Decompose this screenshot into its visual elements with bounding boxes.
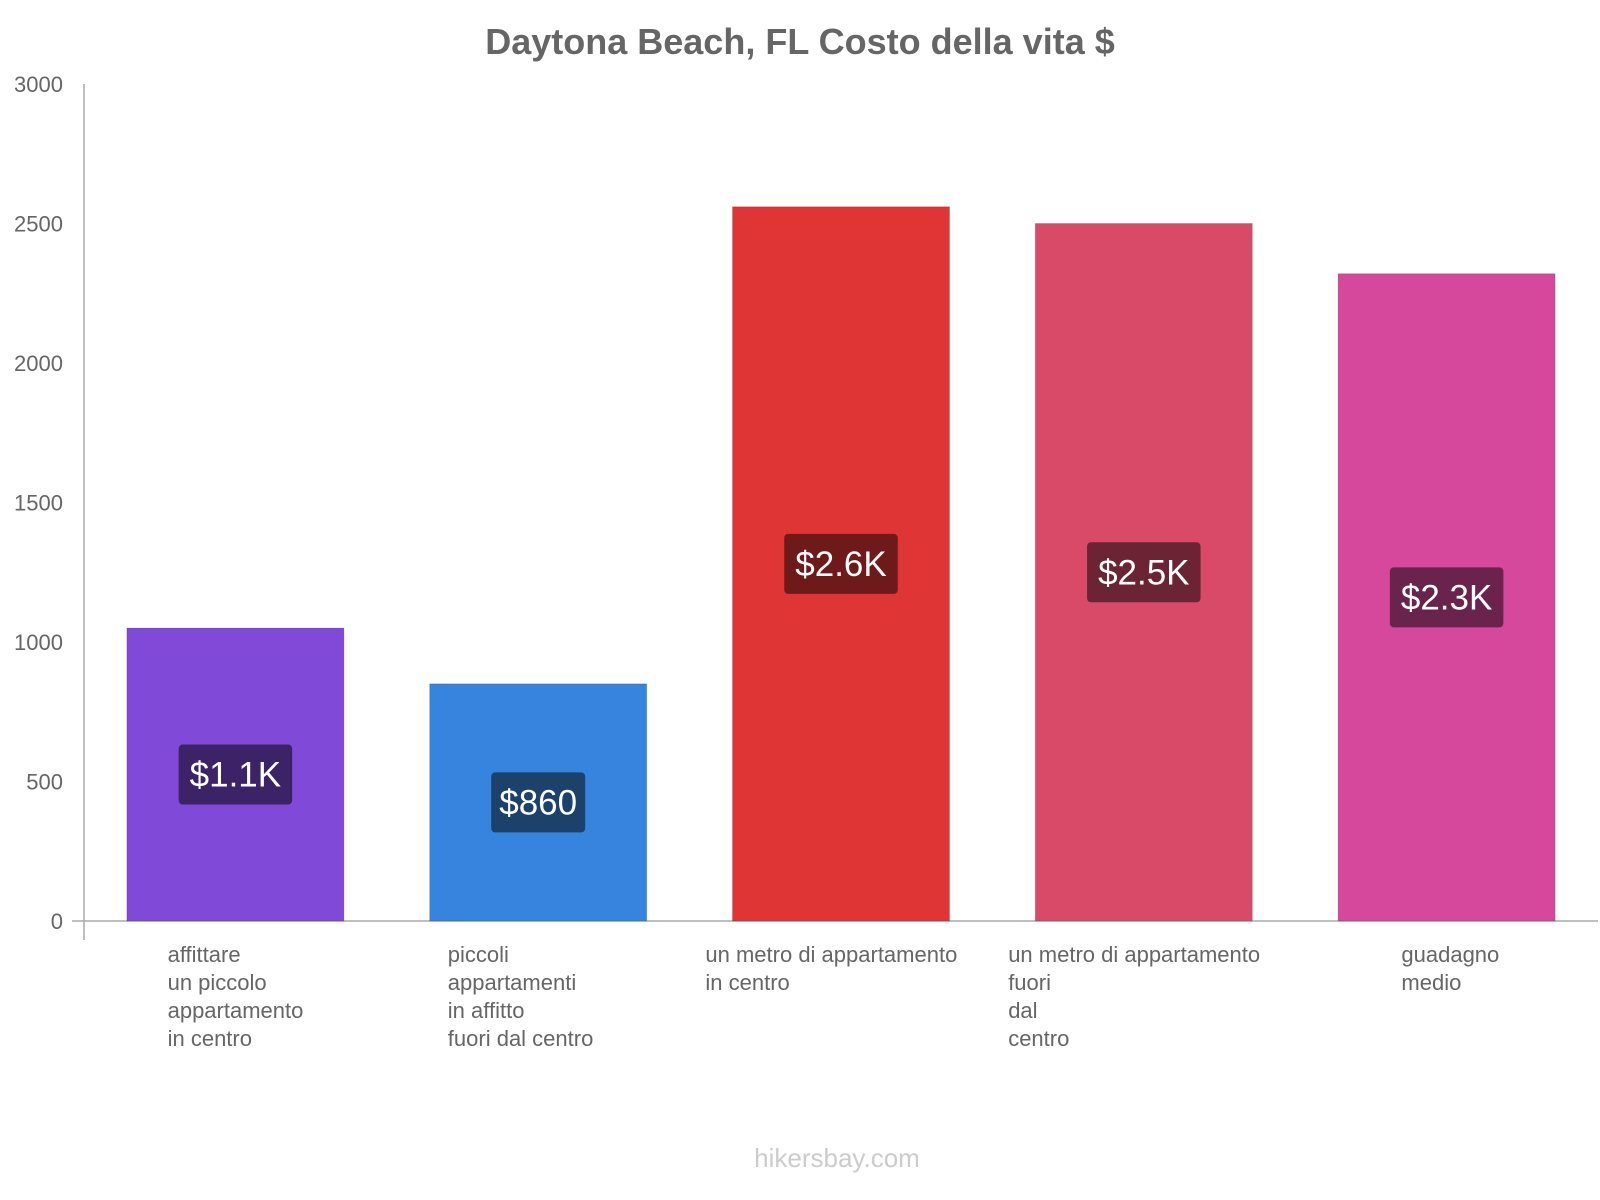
data-label-box xyxy=(1389,567,1504,628)
data-label: $2.6K xyxy=(795,545,886,584)
x-axis-labels: affittare un piccolo appartamento in centro… xyxy=(168,942,1500,1051)
data-label: $1.1K xyxy=(190,756,281,795)
y-tick-label: 1000 xyxy=(14,630,63,655)
category-label: affittare xyxy=(168,942,241,967)
y-tick-label: 1500 xyxy=(14,491,63,516)
y-tick-label: 2500 xyxy=(14,212,63,237)
category-label: in centro xyxy=(168,1026,252,1051)
data-label: $2.5K xyxy=(1098,553,1189,592)
category-label: dal xyxy=(1008,998,1037,1023)
y-tick-label: 2000 xyxy=(14,351,63,376)
data-label-box xyxy=(1087,542,1201,603)
data-label: $860 xyxy=(499,783,577,822)
category-label: un metro di appartamento xyxy=(1008,942,1260,967)
category-label: in centro xyxy=(705,970,789,995)
chart-title: Daytona Beach, FL Costo della vita $ xyxy=(485,21,1115,62)
category-label: appartamento xyxy=(168,998,304,1023)
watermark: hikersbay.com xyxy=(754,1143,920,1173)
y-tick-label: 0 xyxy=(51,909,63,934)
category-label: fuori dal centro xyxy=(448,1026,594,1051)
category-label: medio xyxy=(1401,970,1461,995)
category-label: guadagno xyxy=(1401,942,1499,967)
data-label-box xyxy=(178,744,293,805)
category-label: centro xyxy=(1008,1026,1069,1051)
data-label-box xyxy=(491,772,586,833)
y-tick-label: 500 xyxy=(26,770,63,795)
bars: $1.1K $860 $2.6K $2.5K $2.3K xyxy=(126,206,1556,922)
y-tick-label: 3000 xyxy=(14,72,63,97)
category-label: un piccolo xyxy=(168,970,267,995)
category-label: fuori xyxy=(1008,970,1051,995)
data-label: $2.3K xyxy=(1401,578,1492,617)
category-label: un metro di appartamento xyxy=(705,942,957,967)
category-label: in affitto xyxy=(448,998,525,1023)
category-label: piccoli xyxy=(448,942,509,967)
data-label-box xyxy=(784,533,898,594)
category-label: appartamenti xyxy=(448,970,576,995)
